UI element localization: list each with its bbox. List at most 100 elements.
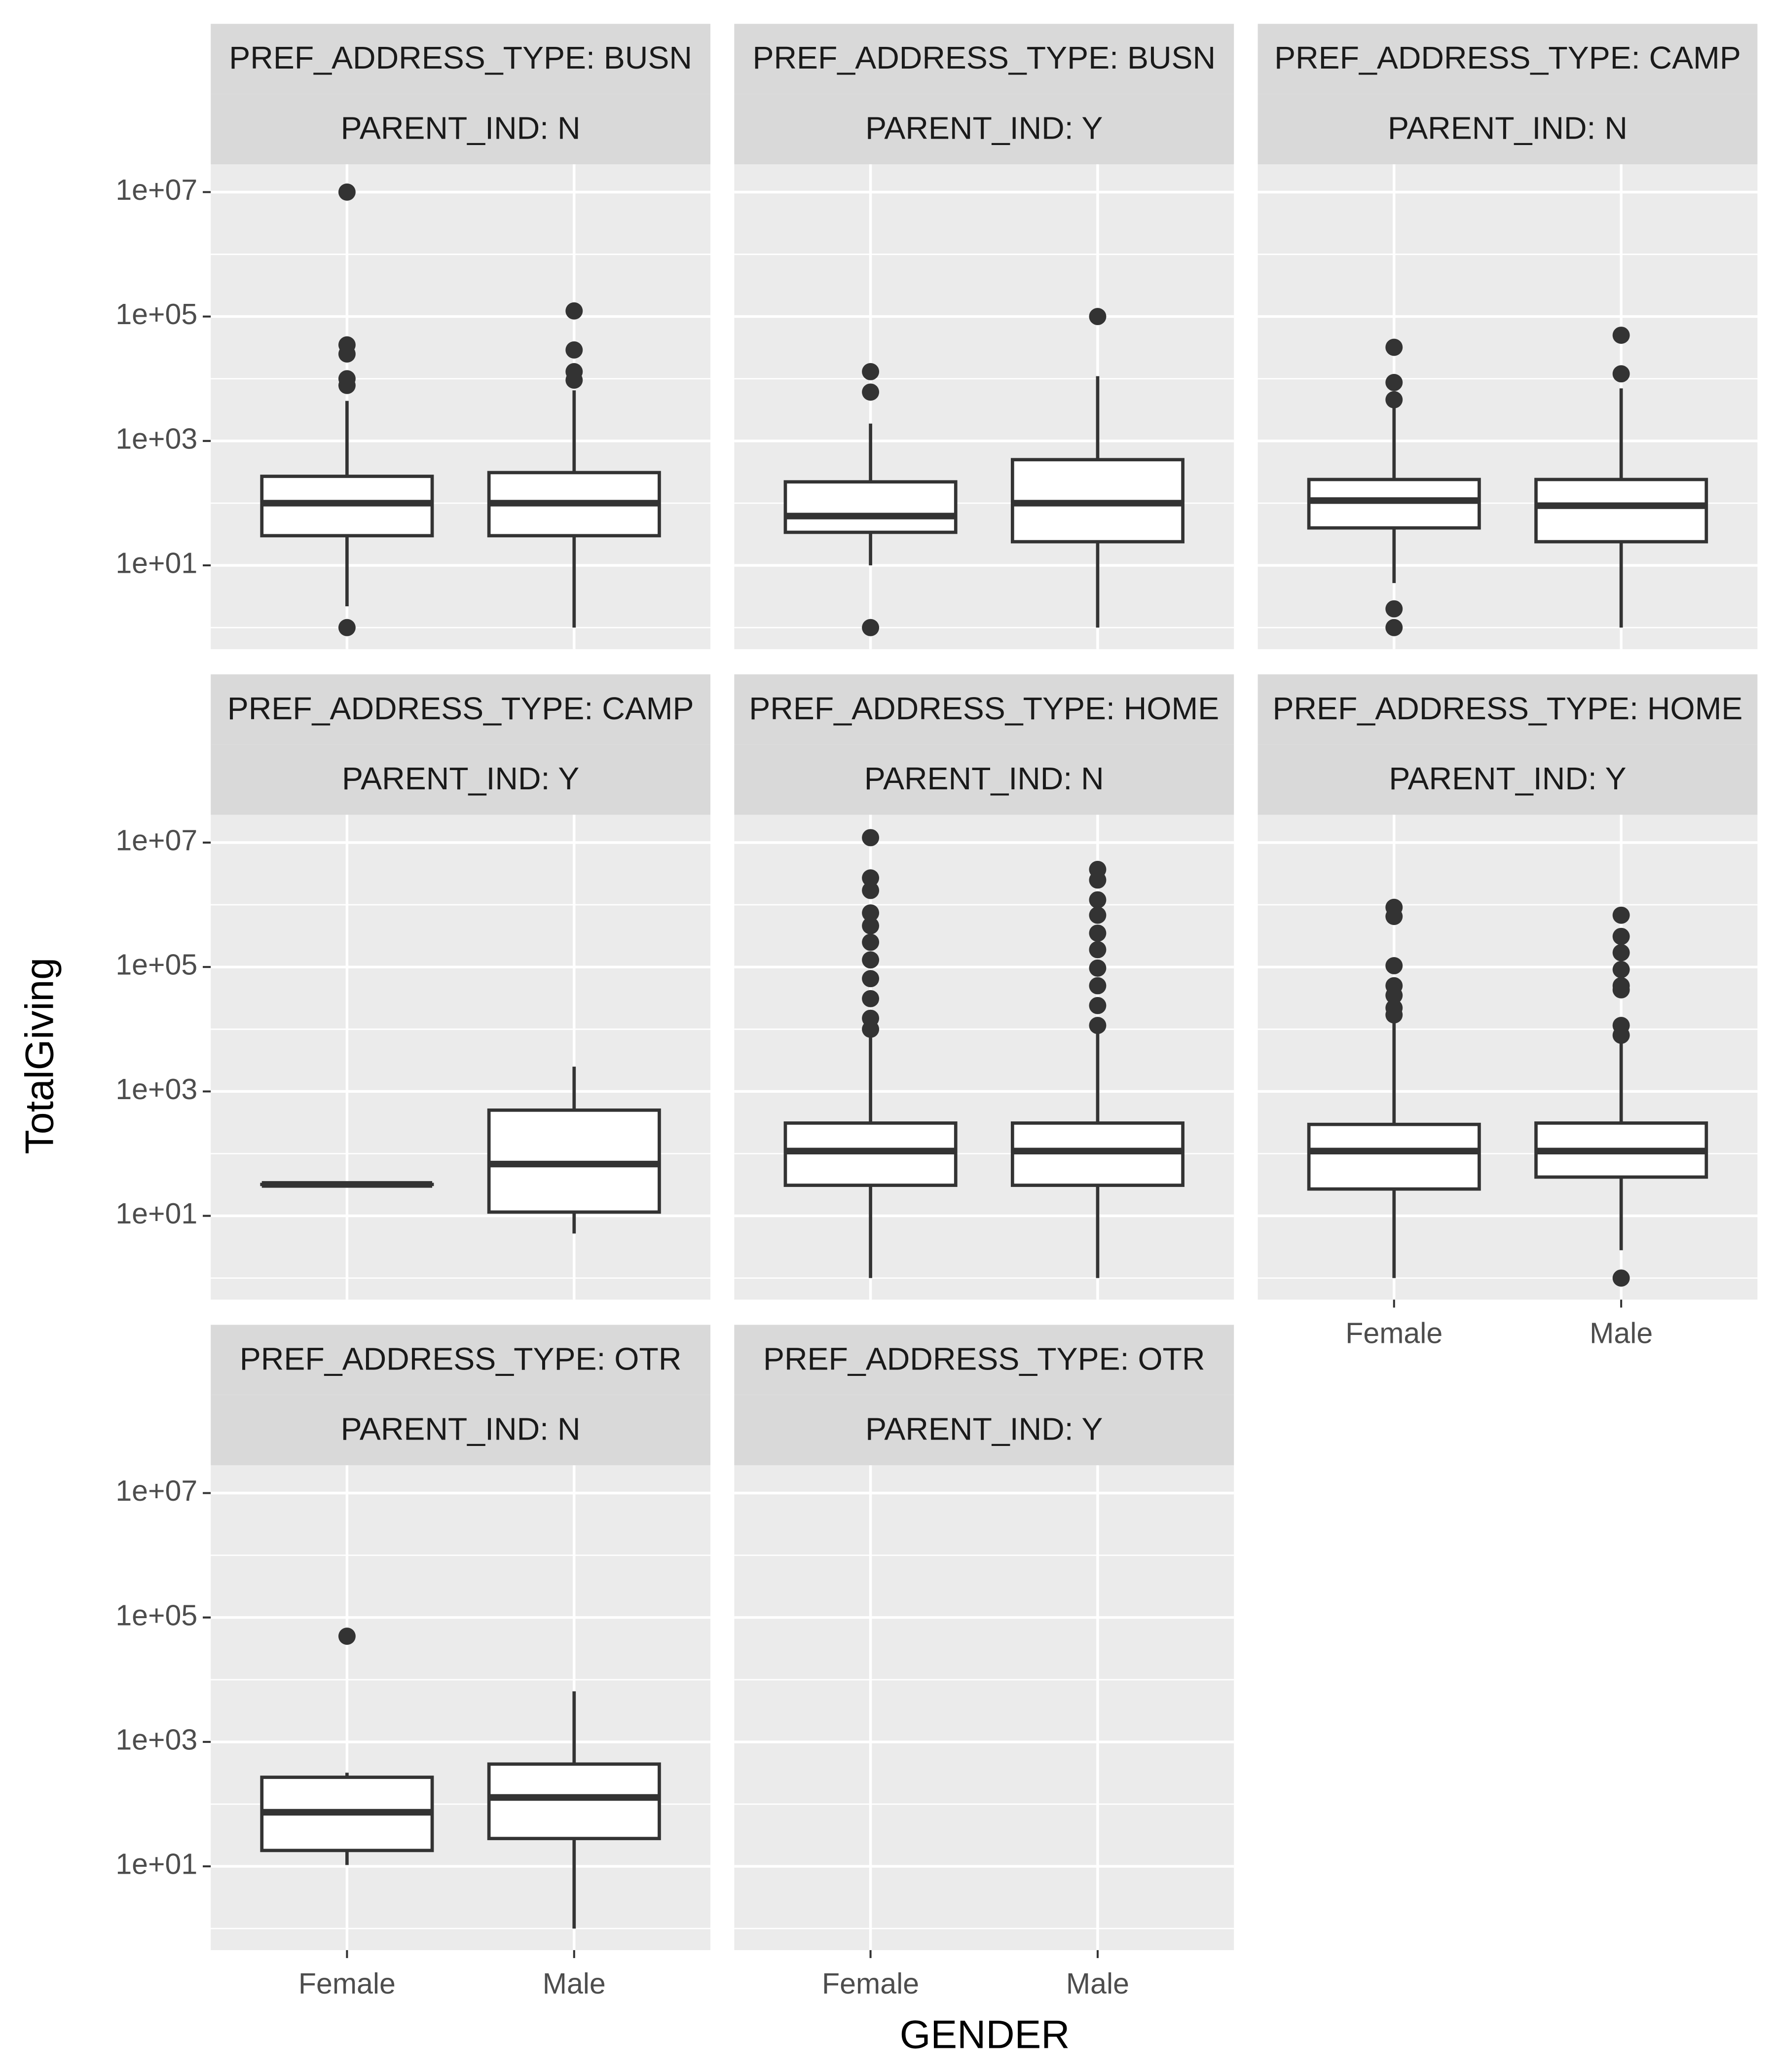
strip-background xyxy=(734,94,1234,164)
outlier xyxy=(565,341,583,359)
outlier xyxy=(862,363,880,380)
strip-background xyxy=(1258,94,1758,164)
y-tick-label: 1e+01 xyxy=(115,547,197,580)
outlier xyxy=(338,376,356,394)
outlier xyxy=(1612,365,1630,383)
outlier xyxy=(1089,891,1107,909)
outlier xyxy=(338,619,356,636)
x-axis-title: GENDER xyxy=(900,2012,1070,2057)
outlier xyxy=(1385,391,1403,408)
strip-label: PARENT_IND: Y xyxy=(865,111,1103,146)
outlier xyxy=(565,371,583,389)
x-tick-label: Male xyxy=(543,1967,606,2000)
strip-label: PARENT_IND: N xyxy=(341,1411,581,1447)
box xyxy=(487,1762,661,1841)
outlier xyxy=(1385,957,1403,974)
outlier xyxy=(1089,1017,1107,1035)
y-tick-label: 1e+05 xyxy=(115,298,197,331)
x-tick-label: Female xyxy=(822,1967,919,2000)
panel-background xyxy=(734,814,1234,1300)
outlier xyxy=(862,917,880,935)
panel-background xyxy=(1258,814,1758,1300)
outlier xyxy=(862,882,880,899)
y-tick-label: 1e+03 xyxy=(115,1073,197,1106)
x-tick-label: Female xyxy=(298,1967,396,2000)
outlier xyxy=(1612,327,1630,344)
strip-background xyxy=(734,744,1234,815)
y-tick-label: 1e+07 xyxy=(115,174,197,206)
outlier xyxy=(1612,1269,1630,1287)
outlier xyxy=(862,951,880,969)
strip-label: PARENT_IND: N xyxy=(864,761,1104,796)
outlier xyxy=(1385,987,1403,1004)
outlier xyxy=(1385,600,1403,618)
y-tick-label: 1e+03 xyxy=(115,1724,197,1756)
strip-background xyxy=(211,1395,710,1466)
outlier xyxy=(338,183,356,201)
y-tick-label: 1e+07 xyxy=(115,1475,197,1507)
outlier xyxy=(565,302,583,320)
strip-background xyxy=(211,24,710,94)
strip-label: PREF_ADDRESS_TYPE: BUSN xyxy=(229,40,692,75)
outlier xyxy=(1612,906,1630,924)
outlier xyxy=(1089,997,1107,1014)
strip-label: PREF_ADDRESS_TYPE: BUSN xyxy=(752,40,1216,75)
y-tick-label: 1e+07 xyxy=(115,824,197,857)
outlier xyxy=(862,619,880,636)
strip-background xyxy=(1258,24,1758,94)
y-tick-label: 1e+01 xyxy=(115,1848,197,1881)
outlier xyxy=(862,970,880,988)
outlier xyxy=(1089,906,1107,924)
outlier xyxy=(1089,925,1107,942)
outlier xyxy=(1385,908,1403,925)
strip-background xyxy=(211,1325,710,1395)
strip-label: PREF_ADDRESS_TYPE: HOME xyxy=(749,691,1219,726)
panel-background xyxy=(211,1465,710,1950)
outlier xyxy=(338,1628,356,1645)
strip-label: PREF_ADDRESS_TYPE: CAMP xyxy=(227,691,694,726)
outlier xyxy=(862,1020,880,1038)
outlier xyxy=(1089,959,1107,977)
outlier xyxy=(862,383,880,401)
x-tick-label: Male xyxy=(1590,1317,1653,1350)
panel-background xyxy=(211,814,710,1300)
strip-background xyxy=(734,24,1234,94)
strip-label: PREF_ADDRESS_TYPE: HOME xyxy=(1273,691,1743,726)
outlier xyxy=(1612,944,1630,962)
panel-background xyxy=(1258,164,1758,649)
y-tick-label: 1e+03 xyxy=(115,422,197,455)
strip-label: PREF_ADDRESS_TYPE: OTR xyxy=(240,1341,682,1376)
outlier xyxy=(1385,373,1403,391)
outlier xyxy=(1385,619,1403,636)
strip-label: PREF_ADDRESS_TYPE: OTR xyxy=(763,1341,1205,1376)
strip-label: PARENT_IND: N xyxy=(341,111,581,146)
outlier xyxy=(1385,338,1403,356)
outlier xyxy=(1089,941,1107,959)
strip-label: PARENT_IND: N xyxy=(1388,111,1628,146)
panel-background xyxy=(734,164,1234,649)
strip-background xyxy=(734,1395,1234,1466)
y-tick-label: 1e+05 xyxy=(115,1599,197,1631)
strip-label: PREF_ADDRESS_TYPE: CAMP xyxy=(1274,40,1741,75)
y-tick-label: 1e+05 xyxy=(115,949,197,981)
outlier xyxy=(862,933,880,951)
strip-label: PARENT_IND: Y xyxy=(342,761,579,796)
outlier xyxy=(1089,977,1107,995)
x-tick-label: Female xyxy=(1345,1317,1443,1350)
box xyxy=(783,480,958,534)
outlier xyxy=(338,345,356,363)
panel-background xyxy=(734,1465,1234,1950)
outlier xyxy=(862,869,880,887)
strip-label: PARENT_IND: Y xyxy=(1389,761,1626,796)
y-tick-label: 1e+01 xyxy=(115,1197,197,1230)
strip-background xyxy=(734,674,1234,745)
outlier xyxy=(1612,927,1630,945)
outlier xyxy=(1612,1027,1630,1044)
strip-background xyxy=(211,744,710,815)
x-tick-label: Male xyxy=(1066,1967,1129,2000)
outlier xyxy=(862,990,880,1007)
y-axis-title: TotalGiving xyxy=(17,958,62,1154)
box xyxy=(1534,478,1708,544)
